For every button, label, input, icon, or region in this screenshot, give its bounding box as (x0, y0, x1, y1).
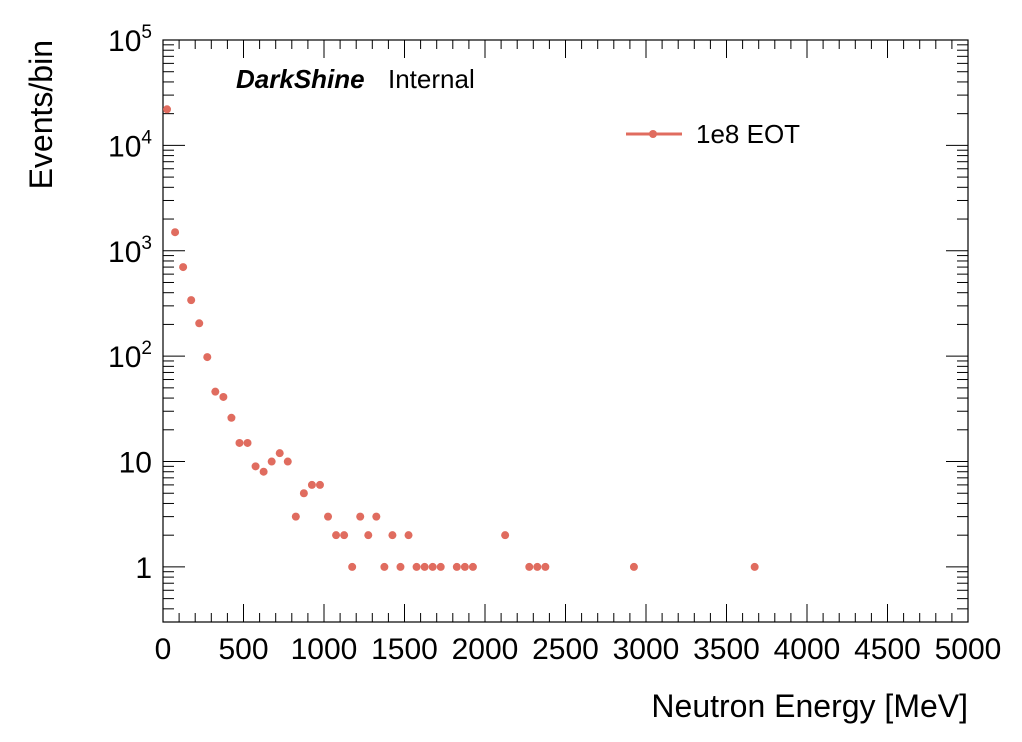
data-point (412, 562, 421, 571)
data-point (324, 512, 333, 521)
data-point (501, 531, 510, 540)
brand-label: DarkShine (236, 64, 365, 94)
data-point (275, 449, 284, 458)
y-tick-label: 104 (108, 127, 152, 163)
ticks (162, 39, 969, 623)
legend-label: 1e8 EOT (696, 119, 800, 149)
y-tick-label: 102 (108, 338, 152, 374)
legend-marker (649, 130, 657, 138)
y-tick-labels: 1 10 102 103 104 105 (108, 22, 152, 585)
x-axis-title: Neutron Energy [MeV] (651, 688, 968, 724)
data-point (163, 105, 172, 114)
data-point (243, 438, 252, 447)
x-tick-label: 3000 (613, 633, 680, 666)
data-point (307, 480, 316, 489)
data-point (629, 562, 638, 571)
data-point (452, 562, 461, 571)
x-tick-label: 2500 (532, 633, 599, 666)
x-tick-labels: 0 500 1000 1500 2000 2500 3000 3500 4000 4500 5000 (155, 633, 1002, 666)
data-point (525, 562, 534, 571)
data-point (259, 467, 268, 476)
data-point (283, 457, 292, 466)
x-tick-label: 4500 (854, 633, 921, 666)
data-point (179, 263, 188, 272)
data-point (541, 562, 550, 571)
data-point (388, 531, 397, 540)
data-point (420, 562, 429, 571)
x-tick-label: 0 (155, 633, 172, 666)
y-tick-label: 103 (108, 233, 152, 269)
data-point (404, 531, 413, 540)
data-point (203, 353, 212, 362)
data-point (750, 562, 759, 571)
y-tick-label: 105 (108, 22, 152, 58)
data-point (291, 512, 300, 521)
data-point (348, 562, 357, 571)
data-point (187, 296, 196, 305)
data-point (356, 512, 365, 521)
y-tick-label: 10 (119, 447, 152, 480)
data-point (533, 562, 542, 571)
data-point (396, 562, 405, 571)
data-point (315, 480, 324, 489)
data-point (468, 562, 477, 571)
legend: 1e8 EOT (626, 119, 800, 149)
data-point (436, 562, 445, 571)
data-point (251, 462, 260, 471)
x-tick-label: 1000 (291, 633, 358, 666)
x-tick-label: 4000 (774, 633, 841, 666)
data-point (195, 319, 204, 328)
data-point (267, 457, 276, 466)
data-points (163, 105, 759, 571)
x-tick-label: 3500 (693, 633, 760, 666)
data-point (227, 413, 236, 422)
x-tick-label: 2000 (452, 633, 519, 666)
x-tick-label: 500 (218, 633, 268, 666)
data-point (299, 489, 308, 498)
data-point (340, 531, 349, 540)
data-point (428, 562, 437, 571)
y-tick-label: 1 (135, 552, 152, 585)
x-tick-label: 5000 (935, 633, 1002, 666)
data-point (235, 438, 244, 447)
data-point (372, 512, 381, 521)
internal-label: Internal (388, 64, 475, 94)
data-point (211, 387, 220, 396)
data-point (171, 228, 180, 237)
data-point (332, 531, 341, 540)
data-point (364, 531, 373, 540)
data-point (380, 562, 389, 571)
data-point (219, 392, 228, 401)
x-tick-label: 1500 (371, 633, 438, 666)
data-point (460, 562, 469, 571)
y-axis-title: Events/bin (23, 40, 59, 189)
